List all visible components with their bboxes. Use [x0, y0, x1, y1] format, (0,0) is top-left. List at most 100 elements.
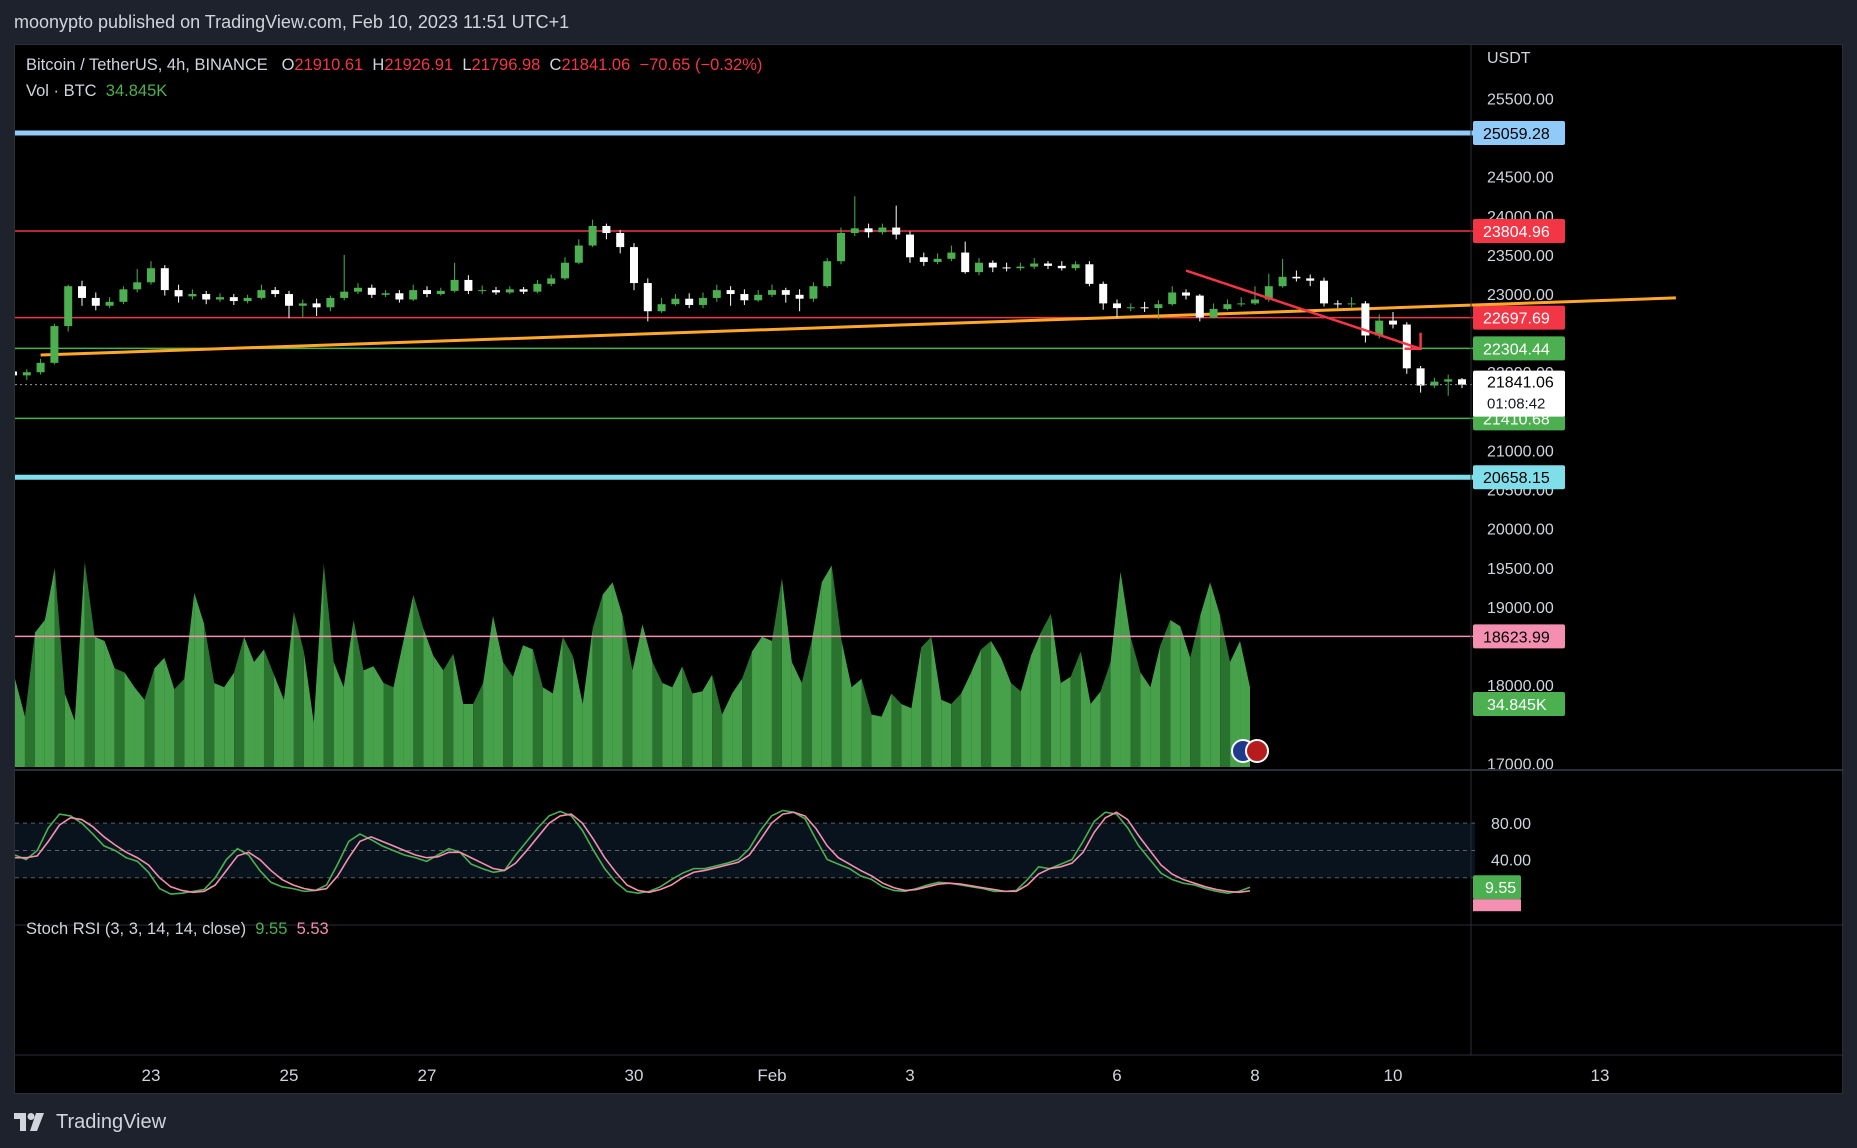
- volume-area: [1050, 613, 1061, 767]
- candle-body: [1016, 266, 1025, 269]
- candle-body: [409, 290, 418, 300]
- volume-area: [273, 674, 284, 767]
- candle-body: [588, 225, 597, 246]
- time-tick-label: 13: [1591, 1066, 1610, 1085]
- candle-body: [174, 290, 183, 297]
- volume-area: [1060, 676, 1071, 767]
- candle-body: [1264, 286, 1273, 300]
- candle-body: [892, 227, 901, 235]
- volume-area: [333, 662, 344, 767]
- volume-row: Vol · BTC 34.845K: [26, 78, 762, 104]
- volume-area: [283, 611, 294, 767]
- candle-body: [1071, 264, 1080, 269]
- candle-body: [91, 297, 100, 306]
- volume-area: [373, 666, 384, 767]
- price-level-label: 25059.28: [1483, 126, 1550, 143]
- candle-body: [202, 294, 211, 300]
- candle-body: [795, 294, 804, 299]
- volume-area: [1120, 571, 1131, 767]
- time-tick-label: 10: [1384, 1066, 1403, 1085]
- volume-area: [1180, 626, 1191, 767]
- stoch-tick-label: 80.00: [1491, 816, 1531, 833]
- candle-body: [975, 262, 983, 273]
- candle-body: [630, 247, 638, 284]
- volume-area: [1220, 615, 1231, 767]
- candle-body: [754, 294, 763, 301]
- volume-area: [871, 714, 882, 767]
- low-value: 21796.98: [471, 56, 541, 74]
- candle-body: [602, 225, 611, 234]
- stoch-d-badge: [1473, 899, 1521, 912]
- volume-area: [1090, 691, 1101, 767]
- symbol-label[interactable]: Bitcoin / TetherUS, 4h, BINANCE: [26, 56, 268, 74]
- volume-area: [781, 578, 792, 767]
- candle-body: [1320, 280, 1328, 304]
- candle-body: [878, 227, 887, 233]
- publisher-header: moonypto published on TradingView.com, F…: [0, 0, 1857, 44]
- volume-area: [1110, 571, 1121, 767]
- volume-area: [263, 649, 274, 767]
- volume-label[interactable]: Vol · BTC: [26, 82, 97, 100]
- candle-body: [1057, 265, 1066, 269]
- stoch-label[interactable]: Stoch RSI (3, 3, 14, 14, close): [26, 920, 247, 938]
- volume-area: [662, 683, 673, 767]
- volume-area: [1230, 641, 1241, 767]
- trend-line: [40, 296, 1676, 357]
- price-tick-label: 21000.00: [1487, 443, 1554, 460]
- volume-area: [34, 620, 45, 767]
- volume-badge: [1473, 692, 1565, 716]
- candle-body: [160, 268, 169, 291]
- price-tick-label: 19500.00: [1487, 561, 1554, 578]
- candle-body: [961, 252, 970, 273]
- candle-body: [340, 291, 349, 298]
- candle-body: [837, 233, 845, 262]
- candle-body: [657, 304, 666, 312]
- candle-body: [919, 257, 928, 262]
- volume-area: [881, 693, 892, 767]
- price-tick-label: 24500.00: [1487, 170, 1554, 187]
- candle-body: [1278, 276, 1287, 287]
- candle-body: [1140, 307, 1149, 309]
- volume-area: [921, 636, 932, 767]
- price-level-badge: [1473, 465, 1565, 490]
- volume-area: [771, 578, 782, 767]
- brand-label[interactable]: TradingView: [56, 1110, 167, 1133]
- volume-area: [911, 647, 922, 767]
- volume-area: [1240, 641, 1250, 767]
- volume-area: [94, 636, 105, 767]
- price-level-label: 22304.44: [1483, 341, 1550, 358]
- chart-canvas[interactable]: 25500.0024500.0024000.0023500.0023000.00…: [15, 45, 1844, 1095]
- volume-area: [961, 672, 972, 767]
- candle-body: [216, 297, 224, 300]
- candle-body: [105, 301, 114, 306]
- chart-panel[interactable]: 25500.00 24500.00 24000.00 23500.00 23000.00…: [14, 44, 1844, 1095]
- candle-body: [1085, 264, 1094, 284]
- candle-body: [1347, 303, 1356, 305]
- volume-area: [951, 693, 962, 767]
- price-tick-label: 19000.00: [1487, 600, 1554, 617]
- volume-area: [224, 672, 235, 767]
- volume-area: [991, 641, 1002, 767]
- tradingview-logo-icon[interactable]: [14, 1113, 48, 1131]
- volume-area: [652, 662, 663, 767]
- volume-area: [453, 653, 464, 767]
- candle-body: [147, 268, 155, 283]
- time-tick-label: Feb: [757, 1066, 786, 1085]
- candle-body: [367, 287, 376, 295]
- volume-area: [134, 687, 145, 767]
- price-level-badge: [1473, 120, 1565, 145]
- volume-area: [184, 592, 195, 767]
- candle-body: [685, 298, 694, 305]
- volume-area: [582, 628, 593, 767]
- time-tick-label: 25: [280, 1066, 299, 1085]
- price-level-label: 22697.69: [1483, 311, 1550, 328]
- volume-area: [15, 678, 25, 767]
- volume-area: [542, 687, 553, 767]
- price-tick-label: 23000.00: [1487, 287, 1554, 304]
- us-flag-icon: [1245, 739, 1269, 763]
- candle-body: [1209, 308, 1218, 318]
- candle-body: [933, 258, 942, 262]
- volume-area: [1040, 613, 1051, 767]
- volume-area: [712, 674, 723, 767]
- footer: TradingView: [14, 1104, 166, 1140]
